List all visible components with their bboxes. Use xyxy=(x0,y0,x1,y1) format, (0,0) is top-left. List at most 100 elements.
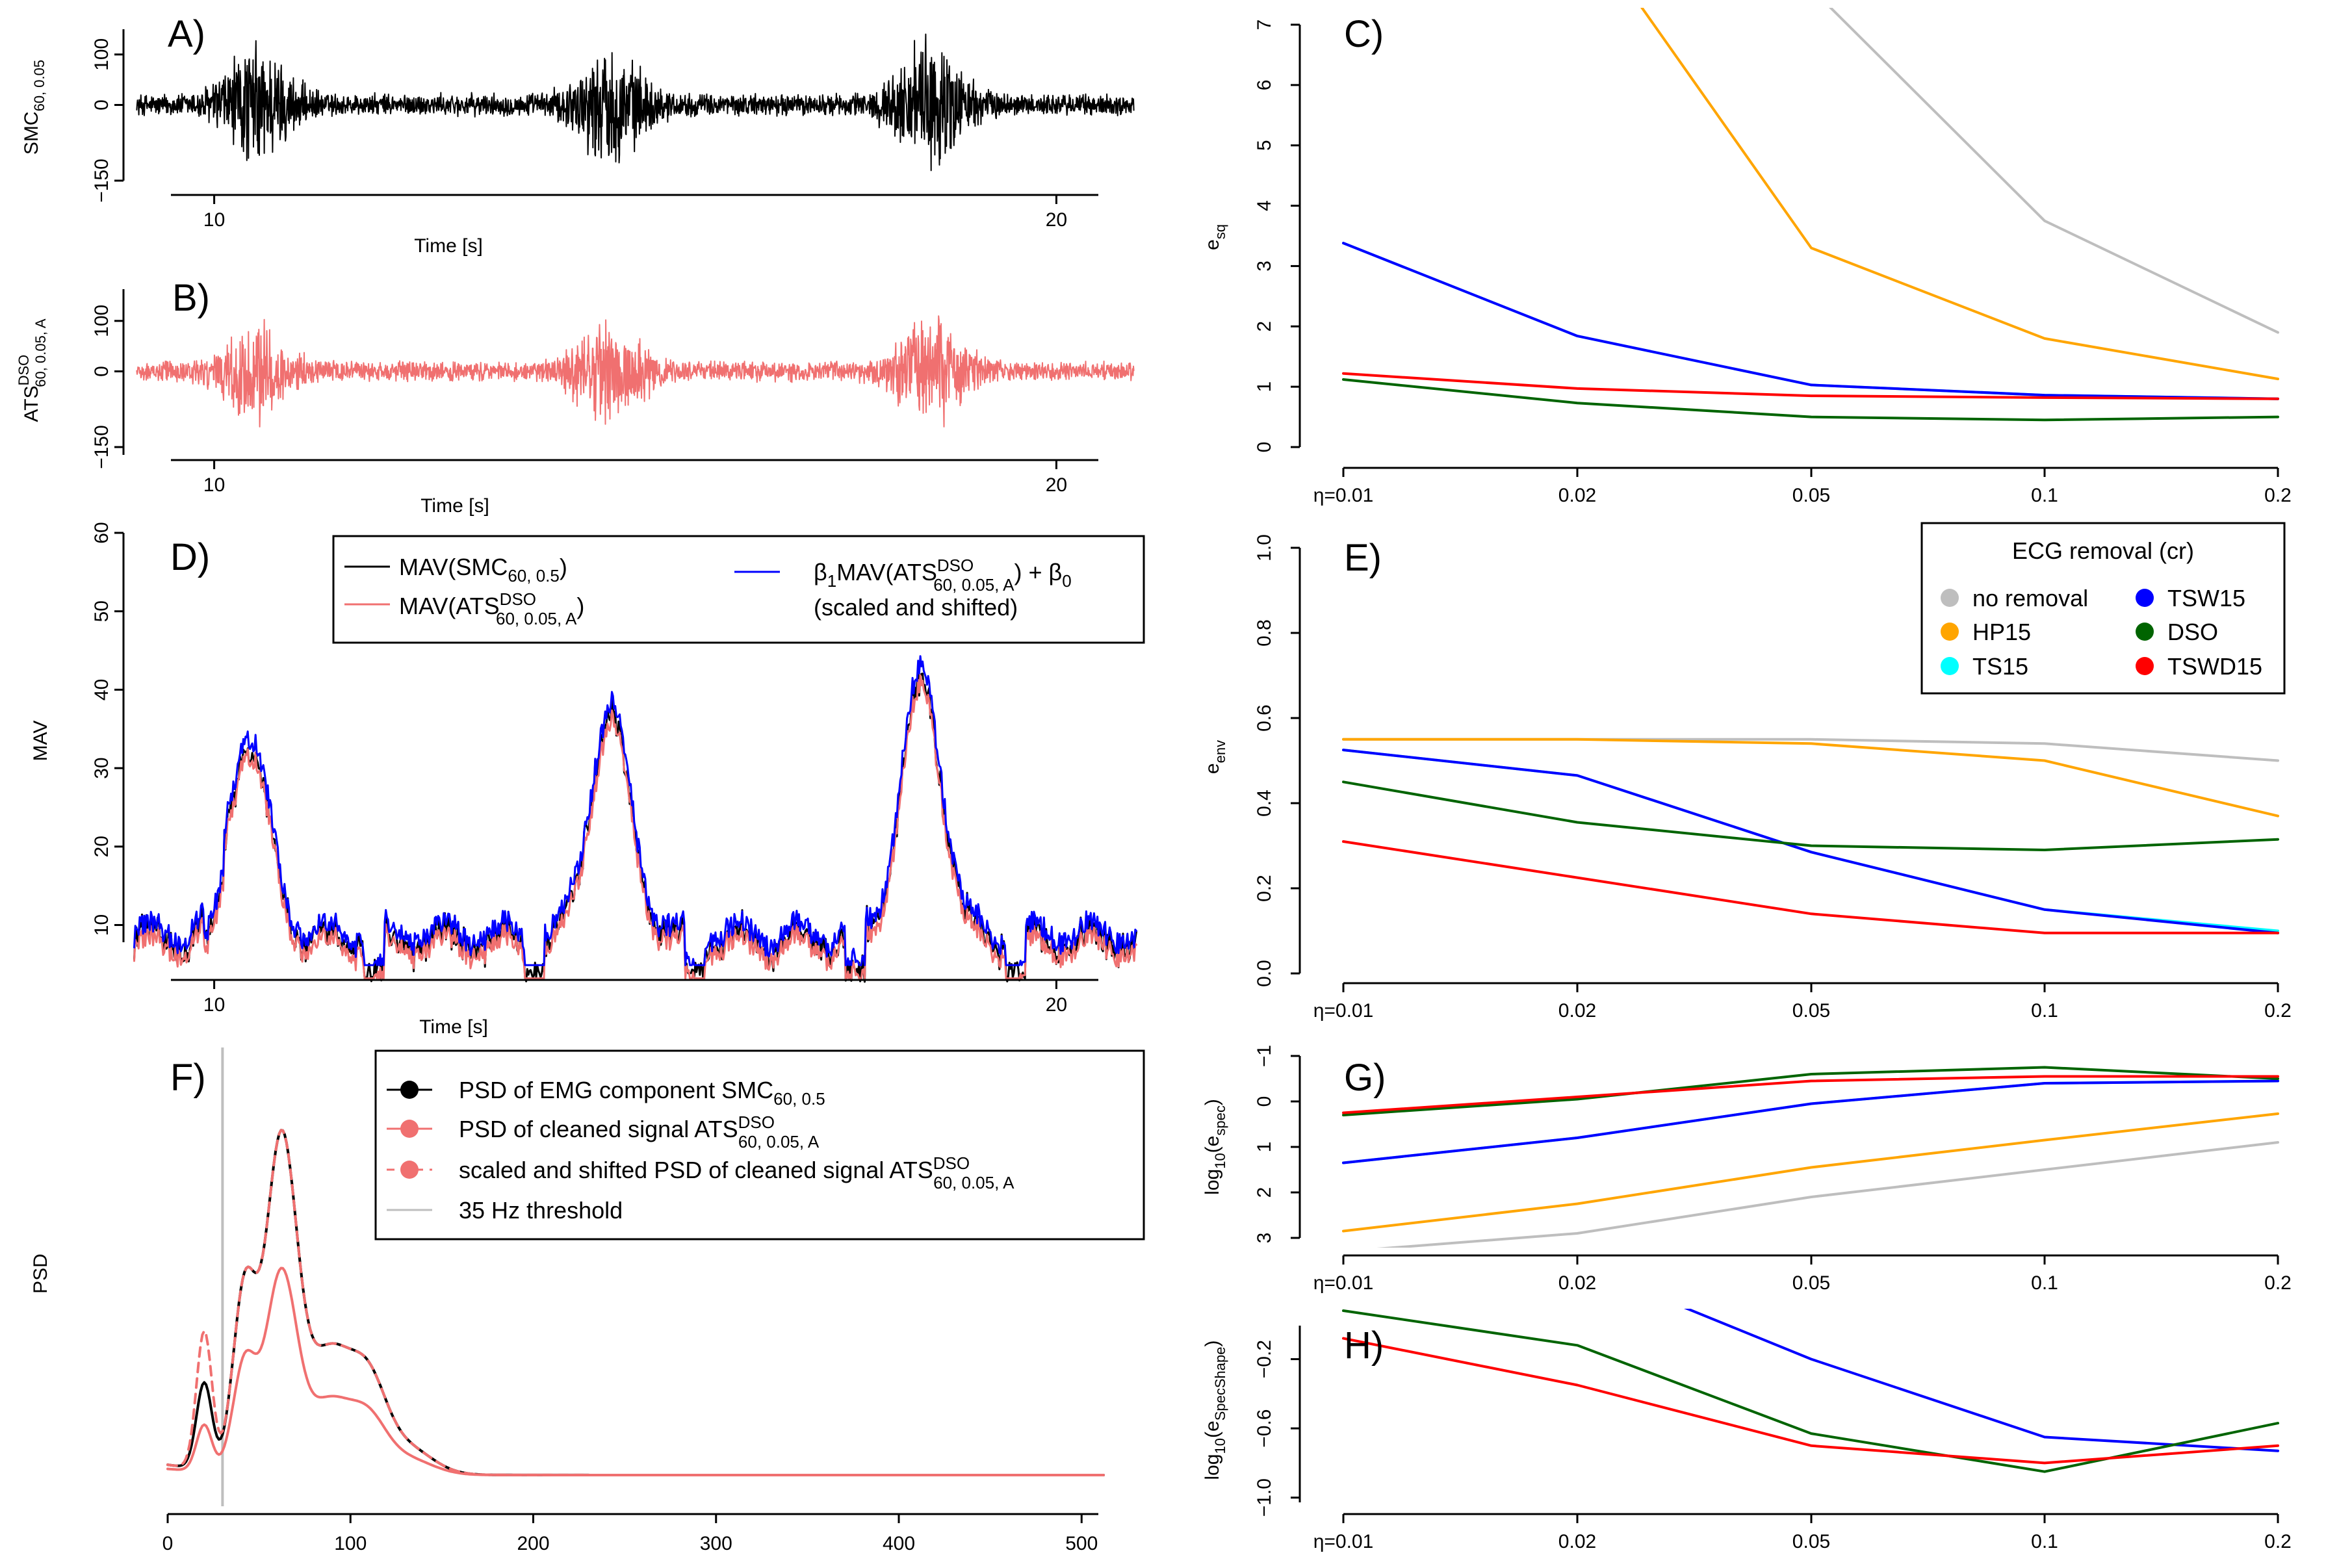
panel-b-xtick-label: 20 xyxy=(1046,474,1067,496)
panel-b-ytick-label: −150 xyxy=(91,425,112,469)
panel-c-ytick-label: 4 xyxy=(1254,200,1275,211)
panel-a-ytick-label: 100 xyxy=(91,38,112,71)
panel-g-ytick-label: 1 xyxy=(1254,1142,1275,1153)
legend-f-marker-3 xyxy=(400,1161,419,1179)
panel-e-series-dso xyxy=(1342,780,2279,851)
panel-d-ytick-label: 40 xyxy=(91,679,112,700)
legend-f-item-1-main: PSD of EMG component SMC xyxy=(459,1077,773,1103)
panel-c-ylabel: esq xyxy=(1202,224,1228,250)
panel-e-ylabel-main: e xyxy=(1202,763,1223,774)
panel-h-xtick-label: 0.1 xyxy=(2031,1531,2058,1552)
legend-f-item-3-main: scaled and shifted PSD of cleaned signal… xyxy=(459,1157,933,1183)
panel-d-label: D) xyxy=(170,536,210,578)
panel-c-series-hp15 xyxy=(1640,8,2279,381)
panel-g-ytick-label: −1 xyxy=(1254,1045,1275,1067)
panel-h-series-tsw15 xyxy=(1684,1309,2279,1452)
panel-c: C) esq 0 1 2 3 4 5 6 7 η=0.01 0.02 0.05 0.1 0.2 xyxy=(1202,8,2292,506)
legend-f-item-3-sub: 60, 0.05, A xyxy=(933,1173,1014,1192)
panel-c-series-tswd15 xyxy=(1342,372,2279,400)
panel-d-plot xyxy=(133,655,1137,983)
legend-d-item-3-sub1: 1 xyxy=(827,571,836,591)
legend-e-item-no-removal: no removal xyxy=(1972,585,2088,611)
panel-g-ytick-label: 0 xyxy=(1254,1096,1275,1107)
panel-d-ticks: 10 20 30 40 50 60 10 20 xyxy=(91,522,1067,1016)
panel-a-series-line xyxy=(136,33,1135,172)
panel-g-plot xyxy=(1342,1066,2279,1248)
panel-d-xlabel: Time [s] xyxy=(419,1016,488,1038)
panel-b-label: B) xyxy=(172,277,210,319)
panel-b-ylabel-main: ATS xyxy=(21,385,42,422)
panel-g-ytick-label: 3 xyxy=(1254,1233,1275,1244)
panel-b-ytick-label: 0 xyxy=(91,366,112,377)
panel-c-ylabel-sub: sq xyxy=(1212,224,1228,239)
panel-b-xlabel: Time [s] xyxy=(420,495,489,517)
panel-h-series-tswd15 xyxy=(1342,1337,2279,1465)
panel-f: F) PSD 0 100 200 300 400 500 PSD of EMG compo… xyxy=(30,1047,1145,1554)
panel-g-xtick-label: 0.02 xyxy=(1558,1272,1596,1294)
legend-d-item-3-sub3: 0 xyxy=(1062,571,1071,591)
panel-g-ylabel-sub2: spec xyxy=(1212,1105,1228,1135)
panel-b-ticks: −150 0 100 10 20 xyxy=(91,305,1067,496)
panel-a-xlabel: Time [s] xyxy=(414,235,483,257)
panel-d-legend: MAV(SMC60, 0.5) MAV(ATSDSO 60, 0.05, A) β… xyxy=(332,535,1145,644)
legend-f-item-3: scaled and shifted PSD of cleaned signal… xyxy=(459,1153,1014,1192)
panel-f-label: F) xyxy=(170,1057,206,1099)
panel-f-ylabel: PSD xyxy=(30,1253,51,1294)
legend-d-item-3: β1MAV(ATSDSO 60, 0.05, A) + β0 xyxy=(814,556,1072,595)
panel-g-label: G) xyxy=(1344,1057,1386,1099)
panel-a-ylabel-sub: 60, 0.05 xyxy=(31,60,47,112)
panel-a-ytick-label: 0 xyxy=(91,99,112,110)
legend-e-marker-hp15 xyxy=(1941,623,1959,641)
panel-b-ylabel-sup: DSO xyxy=(16,355,32,386)
legend-d-item-3-tail: ) + β xyxy=(1014,559,1063,585)
legend-e-item-dso: DSO xyxy=(2167,619,2218,645)
panel-g-series-dso xyxy=(1342,1066,2279,1116)
panel-f-plot xyxy=(166,1047,1105,1506)
panel-g-ylabel: log10(espec) xyxy=(1202,1099,1228,1195)
legend-f-item-1-sub: 60, 0.5 xyxy=(773,1089,825,1109)
panel-e-plot xyxy=(1342,738,2279,934)
panel-g-series-tsw15 xyxy=(1342,1079,2279,1164)
panel-d-ytick-label: 20 xyxy=(91,836,112,857)
panel-h-ticks: −1.0 −0.6 −0.2 η=0.01 0.02 0.05 0.1 0.2 xyxy=(1254,1340,2292,1552)
legend-d-item-2-main: MAV(ATS xyxy=(399,593,500,619)
panel-e-series-tsw15 xyxy=(1342,749,2279,934)
legend-d-item-1-tail: ) xyxy=(560,554,567,580)
legend-d-item-2-tail: ) xyxy=(576,593,584,619)
panel-e-xtick-label: 0.2 xyxy=(2264,1000,2292,1022)
legend-d-item-1-main: MAV(SMC xyxy=(399,554,508,580)
panel-d-ylabel: MAV xyxy=(30,721,51,762)
panel-g-ticks: −1 0 1 2 3 η=0.01 0.02 0.05 0.1 0.2 xyxy=(1254,1045,2292,1294)
panel-g-ylabel-sub: 10 xyxy=(1212,1153,1228,1168)
panel-b-series-line xyxy=(136,315,1135,428)
panel-e-legend: ECG removal (cr) no removal TSW15 HP15 D… xyxy=(1920,522,2286,695)
svg-text:esq: esq xyxy=(1202,224,1228,250)
panel-f-ticks: 0 100 200 300 400 500 xyxy=(162,1514,1098,1554)
legend-f-item-2-sub: 60, 0.05, A xyxy=(738,1132,820,1151)
panel-d-xtick-label: 20 xyxy=(1046,994,1067,1016)
panel-c-xtick-label: 0.05 xyxy=(1792,485,1830,506)
legend-e-item-tsw15: TSW15 xyxy=(2167,585,2245,611)
panel-c-series-tsw15 xyxy=(1342,242,2279,400)
panel-c-series-no-removal xyxy=(1828,8,2279,334)
panel-h-xtick-label: 0.02 xyxy=(1558,1531,1596,1552)
panel-e-ytick-label: 0.0 xyxy=(1254,960,1275,987)
panel-a-label: A) xyxy=(168,13,205,55)
legend-f-item-1: PSD of EMG component SMC60, 0.5 xyxy=(459,1077,825,1109)
panel-g-xtick-label: η=0.01 xyxy=(1313,1272,1374,1294)
panel-a-xtick-label: 10 xyxy=(203,209,225,231)
panel-d-series-3 xyxy=(133,655,1137,966)
panel-b: B) Time [s] ATSDSO60, 0.05, A −150 0 100 10… xyxy=(16,277,1135,517)
panel-h-xtick-label: 0.05 xyxy=(1792,1531,1830,1552)
panel-e-series-ts15 xyxy=(1342,749,2279,932)
panel-c-ytick-label: 3 xyxy=(1254,261,1275,272)
legend-d-item-2: MAV(ATSDSO 60, 0.05, A) xyxy=(399,589,584,628)
panel-e-ytick-label: 1.0 xyxy=(1254,534,1275,561)
panel-b-ylabel: ATSDSO60, 0.05, A xyxy=(16,318,49,422)
panel-d-legend-box xyxy=(332,535,1145,644)
panel-c-ytick-label: 5 xyxy=(1254,140,1275,151)
panel-d-ytick-label: 60 xyxy=(91,522,112,543)
legend-f-item-2-main: PSD of cleaned signal ATS xyxy=(459,1116,738,1142)
